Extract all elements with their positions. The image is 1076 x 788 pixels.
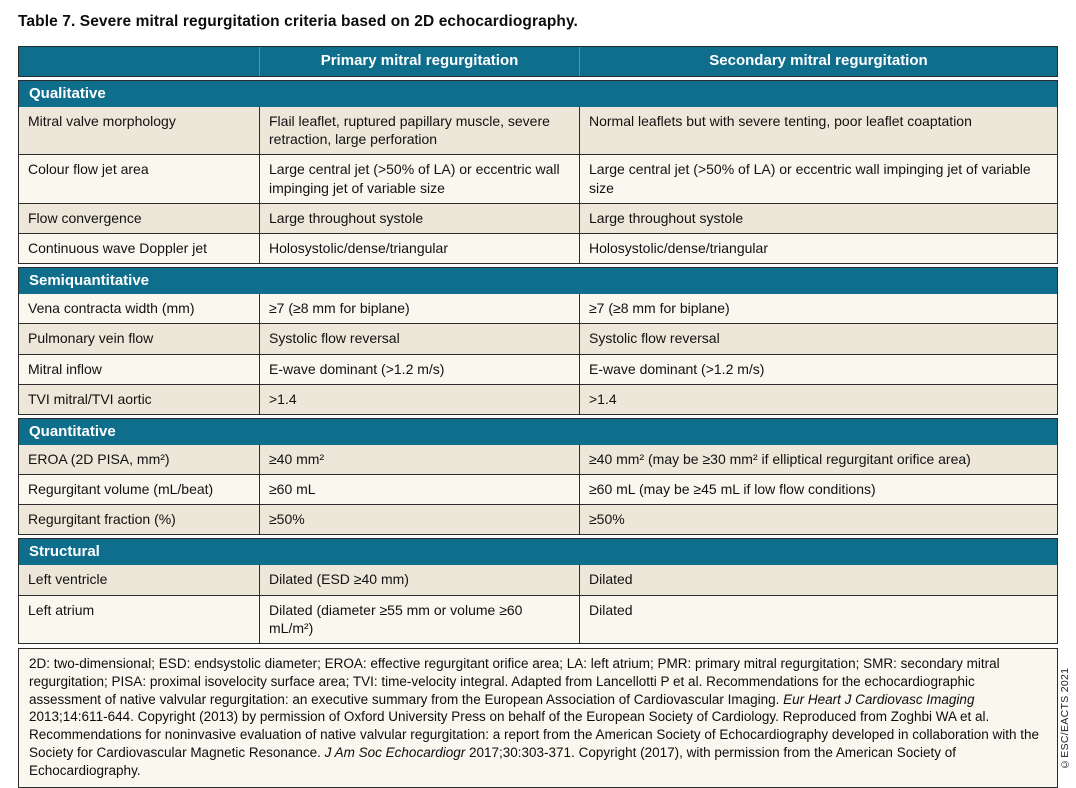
row-label-cell: Continuous wave Doppler jet [19, 233, 259, 264]
secondary-value-cell: E-wave dominant (>1.2 m/s) [579, 354, 1057, 384]
table-row: Regurgitant fraction (%) ≥50% ≥50% [19, 504, 1057, 535]
table-row: Mitral valve morphology Flail leaflet, ru… [19, 107, 1057, 155]
secondary-value-cell: Holosystolic/dense/triangular [579, 233, 1057, 264]
row-label-cell: Mitral valve morphology [19, 107, 259, 155]
primary-value-cell: ≥50% [259, 505, 579, 535]
table-section: Semiquantitative Vena contracta width (mm… [18, 267, 1058, 415]
table-row: Left atrium Dilated (diameter ≥55 mm or v… [19, 594, 1057, 643]
section-header: Qualitative [19, 81, 1057, 107]
header-cell-secondary-mr: Secondary mitral regurgitation [579, 47, 1057, 76]
primary-value-cell: Dilated (diameter ≥55 mm or volume ≥60 m… [259, 595, 579, 643]
table-row: Vena contracta width (mm) ≥7 (≥8 mm for b… [19, 294, 1057, 324]
primary-value-cell: Holosystolic/dense/triangular [259, 233, 579, 264]
table-section: Quantitative EROA (2D PISA, mm²) ≥40 mm² ≥4… [18, 417, 1058, 536]
section-header: Quantitative [19, 418, 1057, 445]
secondary-value-cell: Dilated [579, 565, 1057, 595]
header-cell-primary-mr: Primary mitral regurgitation [259, 47, 579, 76]
table-row: EROA (2D PISA, mm²) ≥40 mm² ≥40 mm² (may b… [19, 444, 1057, 475]
secondary-value-cell: ≥50% [579, 505, 1057, 535]
table-row: Pulmonary vein flow Systolic flow reversa… [19, 323, 1057, 354]
secondary-value-cell: ≥60 mL (may be ≥45 mL if low flow condit… [579, 475, 1057, 505]
table-section: Structural Left ventricle Dilated (ESD ≥40… [18, 538, 1058, 644]
primary-value-cell: Flail leaflet, ruptured papillary muscle… [259, 107, 579, 155]
section-header: Structural [19, 539, 1057, 566]
table-row: TVI mitral/TVI aortic >1.4 >1.4 [19, 383, 1057, 414]
secondary-value-cell: ≥40 mm² (may be ≥30 mm² if elliptical re… [579, 444, 1057, 475]
table-row: Colour flow jet area Large central jet (>… [19, 154, 1057, 203]
header-cell-blank [19, 47, 259, 76]
primary-value-cell: E-wave dominant (>1.2 m/s) [259, 354, 579, 384]
row-label-cell: Regurgitant volume (mL/beat) [19, 475, 259, 505]
secondary-value-cell: Normal leaflets but with severe tenting,… [579, 107, 1057, 155]
row-label-cell: Regurgitant fraction (%) [19, 505, 259, 535]
table-row: Left ventricle Dilated (ESD ≥40 mm) Dilate… [19, 565, 1057, 595]
copyright-vertical-text: ©ESC/EACTS 2021 [1059, 667, 1071, 770]
mitral-regurgitation-table: Primary mitral regurgitation Secondary m… [18, 46, 1058, 788]
table-sections: Qualitative Mitral valve morphology Flail … [18, 80, 1058, 644]
primary-value-cell: Systolic flow reversal [259, 324, 579, 354]
footnote-journal-name: Eur Heart J Cardiovasc Imaging [783, 691, 975, 707]
row-label-cell: EROA (2D PISA, mm²) [19, 444, 259, 475]
primary-value-cell: Large throughout systole [259, 203, 579, 233]
row-label-cell: Pulmonary vein flow [19, 324, 259, 354]
row-label-cell: Left ventricle [19, 565, 259, 595]
footnote-text: 2013;14:611-644. Copyright (2013) by per… [29, 709, 1040, 761]
secondary-value-cell: ≥7 (≥8 mm for biplane) [579, 294, 1057, 324]
secondary-value-cell: Systolic flow reversal [579, 324, 1057, 354]
secondary-value-cell: >1.4 [579, 384, 1057, 414]
table-header-row: Primary mitral regurgitation Secondary m… [18, 46, 1058, 77]
row-label-cell: TVI mitral/TVI aortic [19, 384, 259, 414]
table-title: Table 7. Severe mitral regurgitation cri… [18, 13, 578, 30]
primary-value-cell: Large central jet (>50% of LA) or eccent… [259, 155, 579, 203]
secondary-value-cell: Large central jet (>50% of LA) or eccent… [579, 155, 1057, 203]
primary-value-cell: Dilated (ESD ≥40 mm) [259, 565, 579, 595]
footnote-text: 2D: two-dimensional; ESD: endsystolic di… [29, 656, 1000, 707]
primary-value-cell: ≥40 mm² [259, 444, 579, 475]
section-header: Semiquantitative [19, 268, 1057, 295]
table-row: Regurgitant volume (mL/beat) ≥60 mL ≥60 mL… [19, 474, 1057, 505]
footnote-text: 2017;30:303-371. Copyright (2017), with … [29, 745, 956, 778]
table-footnote: 2D: two-dimensional; ESD: endsystolic di… [18, 648, 1058, 788]
table-section: Qualitative Mitral valve morphology Flail … [18, 80, 1058, 265]
table-row: Continuous wave Doppler jet Holosystolic/… [19, 232, 1057, 264]
footnote-journal-name: J Am Soc Echocardiogr [324, 745, 466, 761]
row-label-cell: Flow convergence [19, 203, 259, 233]
primary-value-cell: >1.4 [259, 384, 579, 414]
table-row: Flow convergence Large throughout systole… [19, 202, 1057, 233]
row-label-cell: Colour flow jet area [19, 155, 259, 203]
primary-value-cell: ≥60 mL [259, 475, 579, 505]
table-row: Mitral inflow E-wave dominant (>1.2 m/s) E… [19, 353, 1057, 384]
row-label-cell: Left atrium [19, 595, 259, 643]
secondary-value-cell: Dilated [579, 595, 1057, 643]
row-label-cell: Mitral inflow [19, 354, 259, 384]
primary-value-cell: ≥7 (≥8 mm for biplane) [259, 294, 579, 324]
secondary-value-cell: Large throughout systole [579, 203, 1057, 233]
row-label-cell: Vena contracta width (mm) [19, 294, 259, 324]
